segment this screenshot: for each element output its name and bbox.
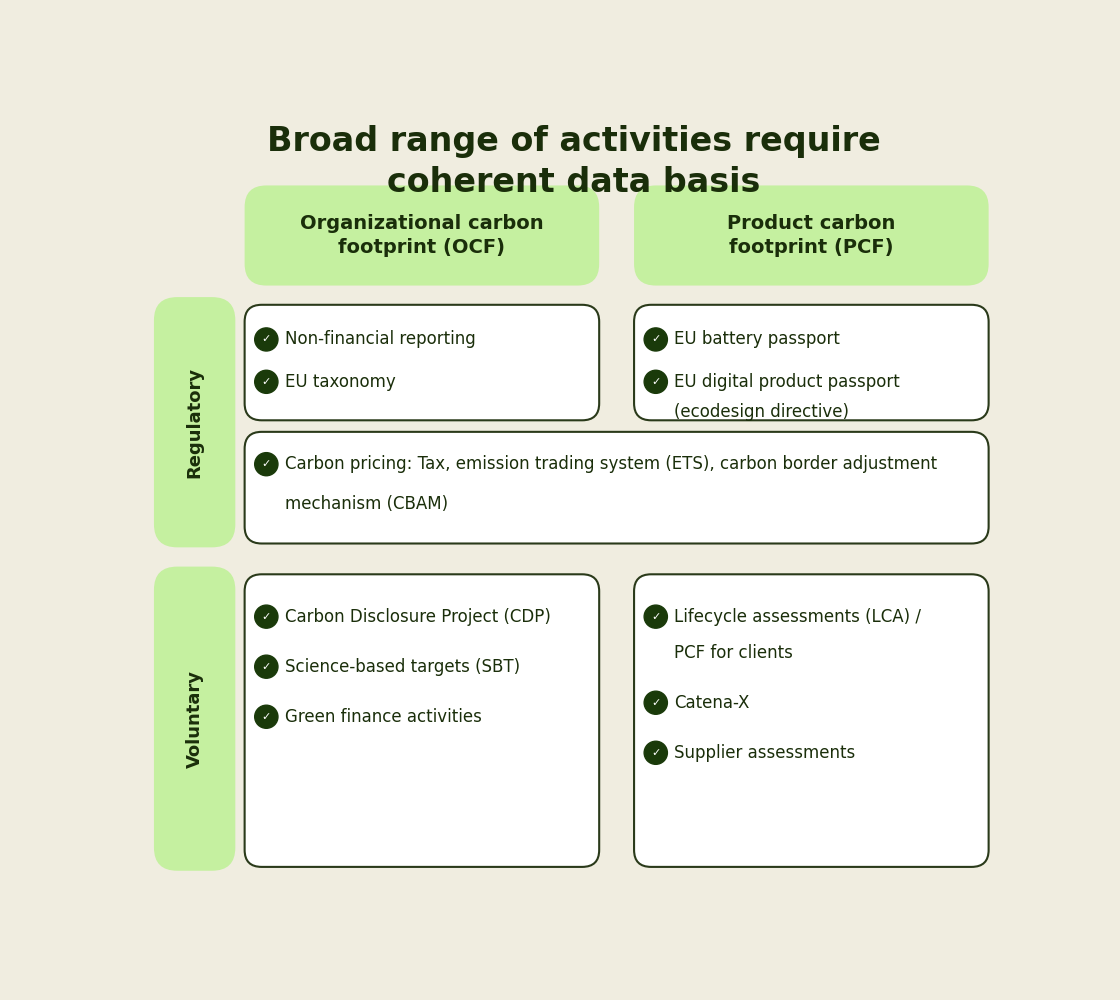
Text: Carbon Disclosure Project (CDP): Carbon Disclosure Project (CDP) <box>284 608 551 626</box>
Text: EU taxonomy: EU taxonomy <box>284 373 395 391</box>
Text: Catena-X: Catena-X <box>674 694 749 712</box>
Circle shape <box>644 328 668 351</box>
Text: ✓: ✓ <box>651 334 661 344</box>
Text: ✓: ✓ <box>262 712 271 722</box>
Text: ✓: ✓ <box>651 612 661 622</box>
Text: (ecodesign directive): (ecodesign directive) <box>674 403 849 421</box>
Text: ✓: ✓ <box>262 377 271 387</box>
Text: Green finance activities: Green finance activities <box>284 708 482 726</box>
Text: EU digital product passport: EU digital product passport <box>674 373 900 391</box>
FancyBboxPatch shape <box>634 185 989 286</box>
Text: ✓: ✓ <box>651 377 661 387</box>
FancyBboxPatch shape <box>244 305 599 420</box>
Circle shape <box>644 691 668 714</box>
Circle shape <box>644 605 668 628</box>
Text: Product carbon
footprint (PCF): Product carbon footprint (PCF) <box>727 214 896 257</box>
Circle shape <box>644 370 668 393</box>
Text: ✓: ✓ <box>651 748 661 758</box>
Text: ✓: ✓ <box>262 334 271 344</box>
Text: mechanism (CBAM): mechanism (CBAM) <box>284 495 448 513</box>
Text: PCF for clients: PCF for clients <box>674 644 793 662</box>
FancyBboxPatch shape <box>634 305 989 420</box>
Text: Regulatory: Regulatory <box>186 367 204 478</box>
Circle shape <box>644 741 668 764</box>
Text: Science-based targets (SBT): Science-based targets (SBT) <box>284 658 520 676</box>
FancyBboxPatch shape <box>244 185 599 286</box>
Text: Carbon pricing: Tax, emission trading system (ETS), carbon border adjustment: Carbon pricing: Tax, emission trading sy… <box>284 455 937 473</box>
FancyBboxPatch shape <box>244 432 989 544</box>
Text: ✓: ✓ <box>262 612 271 622</box>
Text: Organizational carbon
footprint (OCF): Organizational carbon footprint (OCF) <box>300 214 543 257</box>
FancyBboxPatch shape <box>634 574 989 867</box>
FancyBboxPatch shape <box>153 567 235 871</box>
Circle shape <box>254 655 278 678</box>
Text: ✓: ✓ <box>262 662 271 672</box>
Circle shape <box>254 705 278 728</box>
Circle shape <box>254 370 278 393</box>
FancyBboxPatch shape <box>244 574 599 867</box>
Text: ✓: ✓ <box>262 459 271 469</box>
Text: ✓: ✓ <box>651 698 661 708</box>
Text: Supplier assessments: Supplier assessments <box>674 744 856 762</box>
Text: Voluntary: Voluntary <box>186 670 204 768</box>
Text: Broad range of activities require
coherent data basis: Broad range of activities require cohere… <box>268 125 880 199</box>
Text: Lifecycle assessments (LCA) /: Lifecycle assessments (LCA) / <box>674 608 922 626</box>
Text: Non-financial reporting: Non-financial reporting <box>284 330 476 348</box>
Circle shape <box>254 328 278 351</box>
Circle shape <box>254 453 278 476</box>
Text: EU battery passport: EU battery passport <box>674 330 840 348</box>
Circle shape <box>254 605 278 628</box>
FancyBboxPatch shape <box>153 297 235 547</box>
